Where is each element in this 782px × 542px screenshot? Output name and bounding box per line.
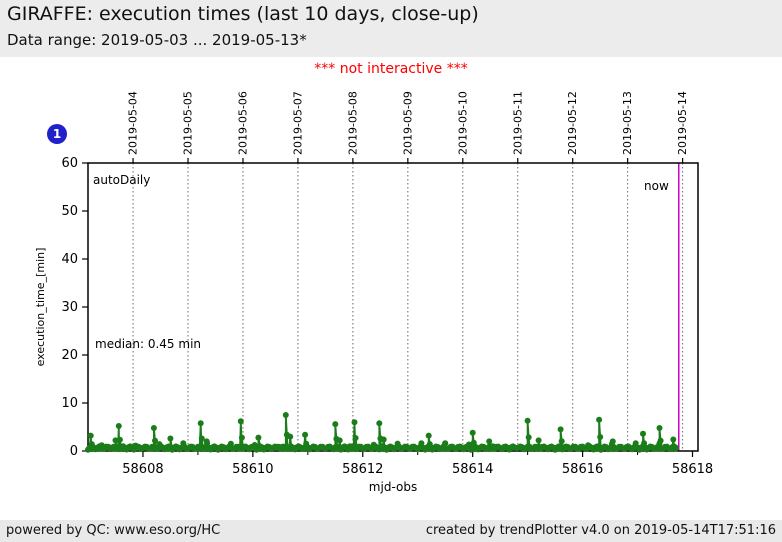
- data-marker: [237, 418, 244, 425]
- footer-band: powered by QC: www.eso.org/HC created by…: [0, 520, 782, 542]
- date-label: 2019-05-08: [346, 91, 359, 155]
- y-tick-label: 40: [61, 252, 78, 267]
- y-tick-label: 20: [61, 348, 78, 363]
- data-marker: [376, 420, 383, 427]
- data-marker: [656, 425, 663, 431]
- x-tick-label: 58608: [122, 462, 163, 477]
- data-marker: [640, 430, 646, 437]
- data-marker: [597, 434, 604, 440]
- data-range-subtitle: Data range: 2019-05-03 ... 2019-05-13*: [7, 31, 307, 49]
- date-label: 2019-05-13: [621, 91, 634, 155]
- date-label: 2019-05-05: [182, 91, 195, 155]
- data-marker: [351, 419, 358, 426]
- data-marker: [673, 444, 679, 451]
- data-marker: [115, 423, 122, 429]
- x-tick-label: 58610: [232, 462, 273, 477]
- date-label: 2019-05-04: [127, 91, 140, 155]
- x-tick-label: 58612: [342, 462, 383, 477]
- plot-frame: [87, 162, 699, 452]
- data-marker: [535, 437, 542, 444]
- date-label: 2019-05-14: [676, 91, 689, 155]
- date-label: 2019-05-06: [236, 91, 249, 155]
- date-label: 2019-05-11: [511, 91, 524, 155]
- median-label: median: 0.45 min: [95, 337, 201, 351]
- y-tick-label: 50: [61, 204, 78, 219]
- data-marker: [112, 437, 119, 444]
- data-marker: [152, 437, 158, 444]
- y-tick-label: 10: [61, 396, 78, 411]
- data-marker: [167, 435, 174, 442]
- y-tick-label: 60: [61, 156, 78, 171]
- data-marker: [380, 436, 387, 443]
- data-marker: [657, 437, 664, 444]
- data-marker: [150, 425, 157, 431]
- data-marker: [557, 426, 564, 433]
- data-marker: [442, 440, 449, 447]
- footer-created-by: created by trendPlotter v4.0 on 2019-05-…: [425, 523, 776, 538]
- data-marker: [596, 416, 603, 423]
- y-tick-label: 30: [61, 300, 78, 315]
- data-marker: [524, 417, 531, 424]
- data-marker: [425, 432, 432, 439]
- plot-number-badge[interactable]: 1: [47, 124, 67, 144]
- data-marker: [116, 436, 123, 443]
- now-label: now: [644, 179, 669, 193]
- data-marker: [238, 434, 245, 441]
- date-label: 2019-05-10: [456, 91, 469, 155]
- data-marker: [486, 438, 493, 445]
- data-marker: [255, 434, 262, 441]
- x-axis-label: mjd-obs: [369, 480, 417, 494]
- data-marker: [352, 435, 359, 441]
- date-label: 2019-05-09: [401, 91, 414, 155]
- data-marker: [609, 438, 616, 445]
- series-label: autoDaily: [93, 173, 150, 187]
- data-marker: [87, 432, 94, 439]
- data-marker: [204, 440, 211, 447]
- data-marker: [670, 436, 677, 443]
- x-tick-label: 58618: [672, 462, 713, 477]
- footer-powered-by: powered by QC: www.eso.org/HC: [6, 523, 221, 538]
- data-marker: [336, 437, 343, 444]
- data-marker: [282, 412, 289, 418]
- data-marker: [287, 433, 294, 440]
- data-marker: [418, 440, 425, 447]
- data-marker: [558, 438, 565, 445]
- x-tick-label: 58616: [562, 462, 603, 477]
- y-axis-label: execution_time_[min]: [34, 248, 47, 367]
- page-title: GIRAFFE: execution times (last 10 days, …: [7, 3, 479, 25]
- y-tick-label: 0: [70, 444, 78, 459]
- x-tick-label: 58614: [452, 462, 493, 477]
- date-label: 2019-05-07: [291, 91, 304, 155]
- data-marker: [198, 435, 205, 442]
- data-marker: [332, 421, 339, 428]
- data-marker: [469, 429, 476, 436]
- not-interactive-notice: *** not interactive ***: [314, 61, 468, 77]
- data-marker: [197, 420, 204, 427]
- data-marker: [302, 431, 309, 438]
- date-label: 2019-05-12: [566, 91, 579, 155]
- data-marker: [525, 434, 532, 441]
- data-marker: [227, 440, 234, 447]
- header-band: GIRAFFE: execution times (last 10 days, …: [0, 0, 782, 57]
